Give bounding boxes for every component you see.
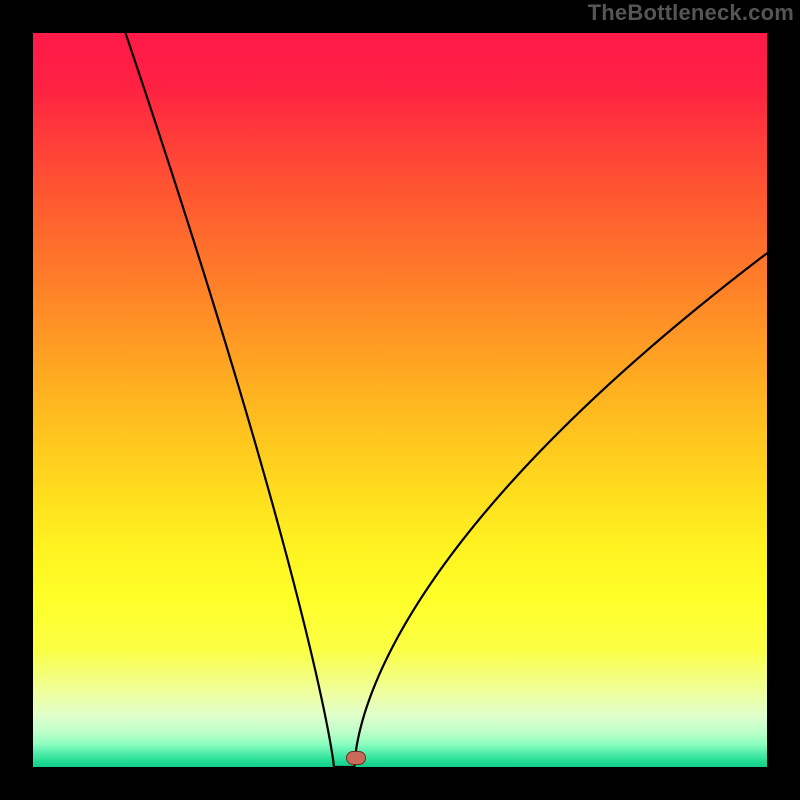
bottleneck-chart	[0, 0, 800, 800]
plot-background	[33, 33, 767, 767]
watermark-text: TheBottleneck.com	[588, 0, 794, 26]
optimum-marker	[346, 751, 366, 765]
